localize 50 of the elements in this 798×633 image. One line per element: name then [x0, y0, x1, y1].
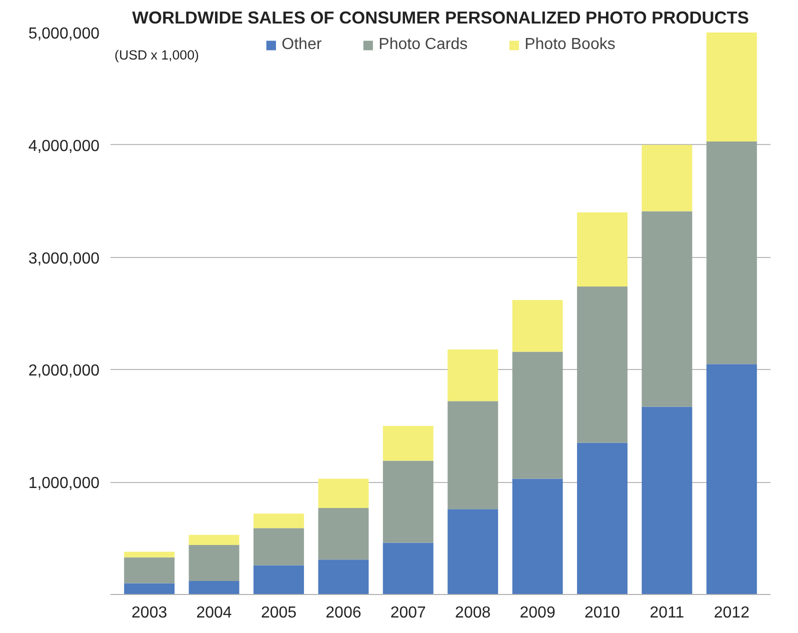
bar	[188, 581, 240, 594]
chart-title: WORLDWIDE SALES OF CONSUMER PERSONALIZED PHOTO PRODUCTS	[132, 8, 749, 28]
bar	[642, 211, 692, 407]
bar	[512, 478, 563, 594]
x-tick-label: 2005	[260, 604, 297, 622]
bar	[512, 300, 563, 352]
bar	[254, 565, 304, 594]
x-tick-label: 2010	[584, 604, 620, 622]
x-tick-label: 2009	[520, 604, 556, 622]
x-tick-label: 2012	[714, 604, 750, 622]
bar	[254, 514, 304, 528]
x-tick-label: 2006	[326, 604, 362, 622]
bar	[382, 542, 434, 594]
bar	[706, 364, 757, 594]
y-tick-label: 2,000,000	[28, 362, 100, 380]
bar	[448, 509, 498, 594]
bar	[382, 426, 434, 461]
y-tick-label: 1,000,000	[28, 475, 100, 492]
legend-label: Other	[282, 36, 322, 54]
x-tick-label: 2008	[455, 604, 491, 622]
bar	[124, 552, 175, 558]
bar	[706, 142, 757, 364]
y-tick-label: 3,000,000	[28, 250, 100, 268]
y-tick-label: 5,000,000	[28, 26, 100, 42]
bar	[124, 557, 175, 584]
bar	[318, 478, 369, 508]
bar	[448, 401, 498, 510]
x-tick-label: 2003	[132, 604, 168, 622]
y-tick-label: 4,000,000	[28, 138, 100, 155]
bar	[577, 212, 628, 287]
x-tick-label: 2004	[196, 604, 232, 622]
bar	[642, 144, 692, 212]
bar	[642, 406, 692, 594]
legend-label: Photo Books	[524, 36, 616, 54]
x-tick-label: 2011	[650, 604, 684, 622]
bar	[188, 534, 240, 546]
bar	[706, 32, 757, 142]
y-axis-title: (USD x 1,000)	[114, 48, 199, 62]
bar	[188, 545, 240, 582]
bar	[512, 352, 563, 479]
bar	[254, 528, 304, 566]
bar	[124, 583, 175, 594]
bar	[577, 442, 628, 594]
bar	[382, 460, 434, 543]
bar	[318, 560, 369, 594]
bar	[448, 349, 498, 402]
legend-label: Photo Cards	[378, 36, 468, 54]
bar	[577, 286, 628, 443]
bar	[318, 508, 369, 560]
x-tick-label: 2007	[390, 604, 426, 622]
